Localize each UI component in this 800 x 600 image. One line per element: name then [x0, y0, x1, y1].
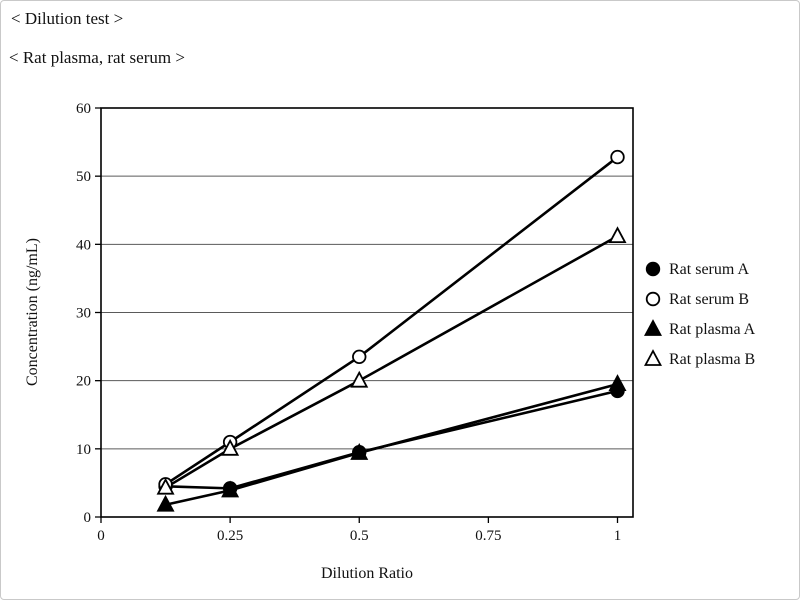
data-point-circle-filled: [645, 261, 661, 277]
y-tick-label: 40: [76, 237, 91, 253]
y-tick-label: 0: [84, 510, 92, 526]
legend-label: Rat plasma A: [669, 321, 756, 338]
legend-item-rat-serum-a: Rat serum A: [645, 261, 749, 278]
legend-label: Rat serum A: [669, 261, 749, 278]
data-point-triangle-open: [350, 370, 369, 388]
x-tick-label: 0: [97, 528, 105, 544]
y-axis-label: Concentration (ng/mL): [24, 238, 41, 386]
legend-label: Rat plasma B: [669, 351, 755, 368]
data-point-triangle-open: [643, 349, 663, 366]
data-point-triangle-filled: [156, 494, 175, 512]
x-tick-label: 0.5: [350, 528, 369, 544]
legend-label: Rat serum B: [669, 291, 749, 308]
data-point-triangle-filled: [221, 480, 240, 498]
data-point-triangle-filled: [350, 443, 369, 460]
y-tick-label: 50: [76, 169, 91, 185]
series-line-rat-plasma-a: [164, 382, 619, 507]
data-point-triangle-open: [221, 438, 240, 456]
data-point-triangle-filled: [608, 374, 627, 391]
data-point-circle-open: [352, 349, 367, 365]
series-lines: [164, 155, 619, 507]
data-point-triangle-open: [608, 226, 627, 244]
chart-heading-dilution-test: < Dilution test >: [11, 9, 124, 28]
chart-heading-sample-types: < Rat plasma, rat serum >: [9, 48, 185, 67]
data-point-circle-open: [610, 149, 625, 165]
legend-item-rat-plasma-b: Rat plasma B: [643, 349, 755, 368]
data-point-triangle-filled: [643, 319, 663, 336]
data-point-circle-open: [645, 291, 661, 307]
y-tick-label: 20: [76, 374, 91, 390]
data-point-triangle-open: [156, 477, 175, 495]
legend-item-rat-serum-b: Rat serum B: [645, 291, 749, 308]
series-line-rat-serum-b: [164, 155, 619, 486]
x-tick-label: 0.25: [217, 528, 243, 544]
x-axis-label: Dilution Ratio: [321, 565, 413, 582]
series-line-rat-serum-a: [164, 389, 619, 490]
y-tick-label: 30: [76, 306, 91, 322]
y-tick-label: 10: [76, 442, 91, 458]
series-markers: [156, 149, 627, 512]
y-tick-label: 60: [76, 101, 91, 117]
x-tick-label: 0.75: [475, 528, 501, 544]
legend-item-rat-plasma-a: Rat plasma A: [643, 319, 756, 338]
series-line-rat-plasma-b: [164, 234, 619, 489]
legend: Rat serum A Rat serum B Rat plasma A Rat pl…: [643, 261, 756, 368]
grid-lines: [101, 175, 633, 450]
x-tick-label: 1: [614, 528, 622, 544]
